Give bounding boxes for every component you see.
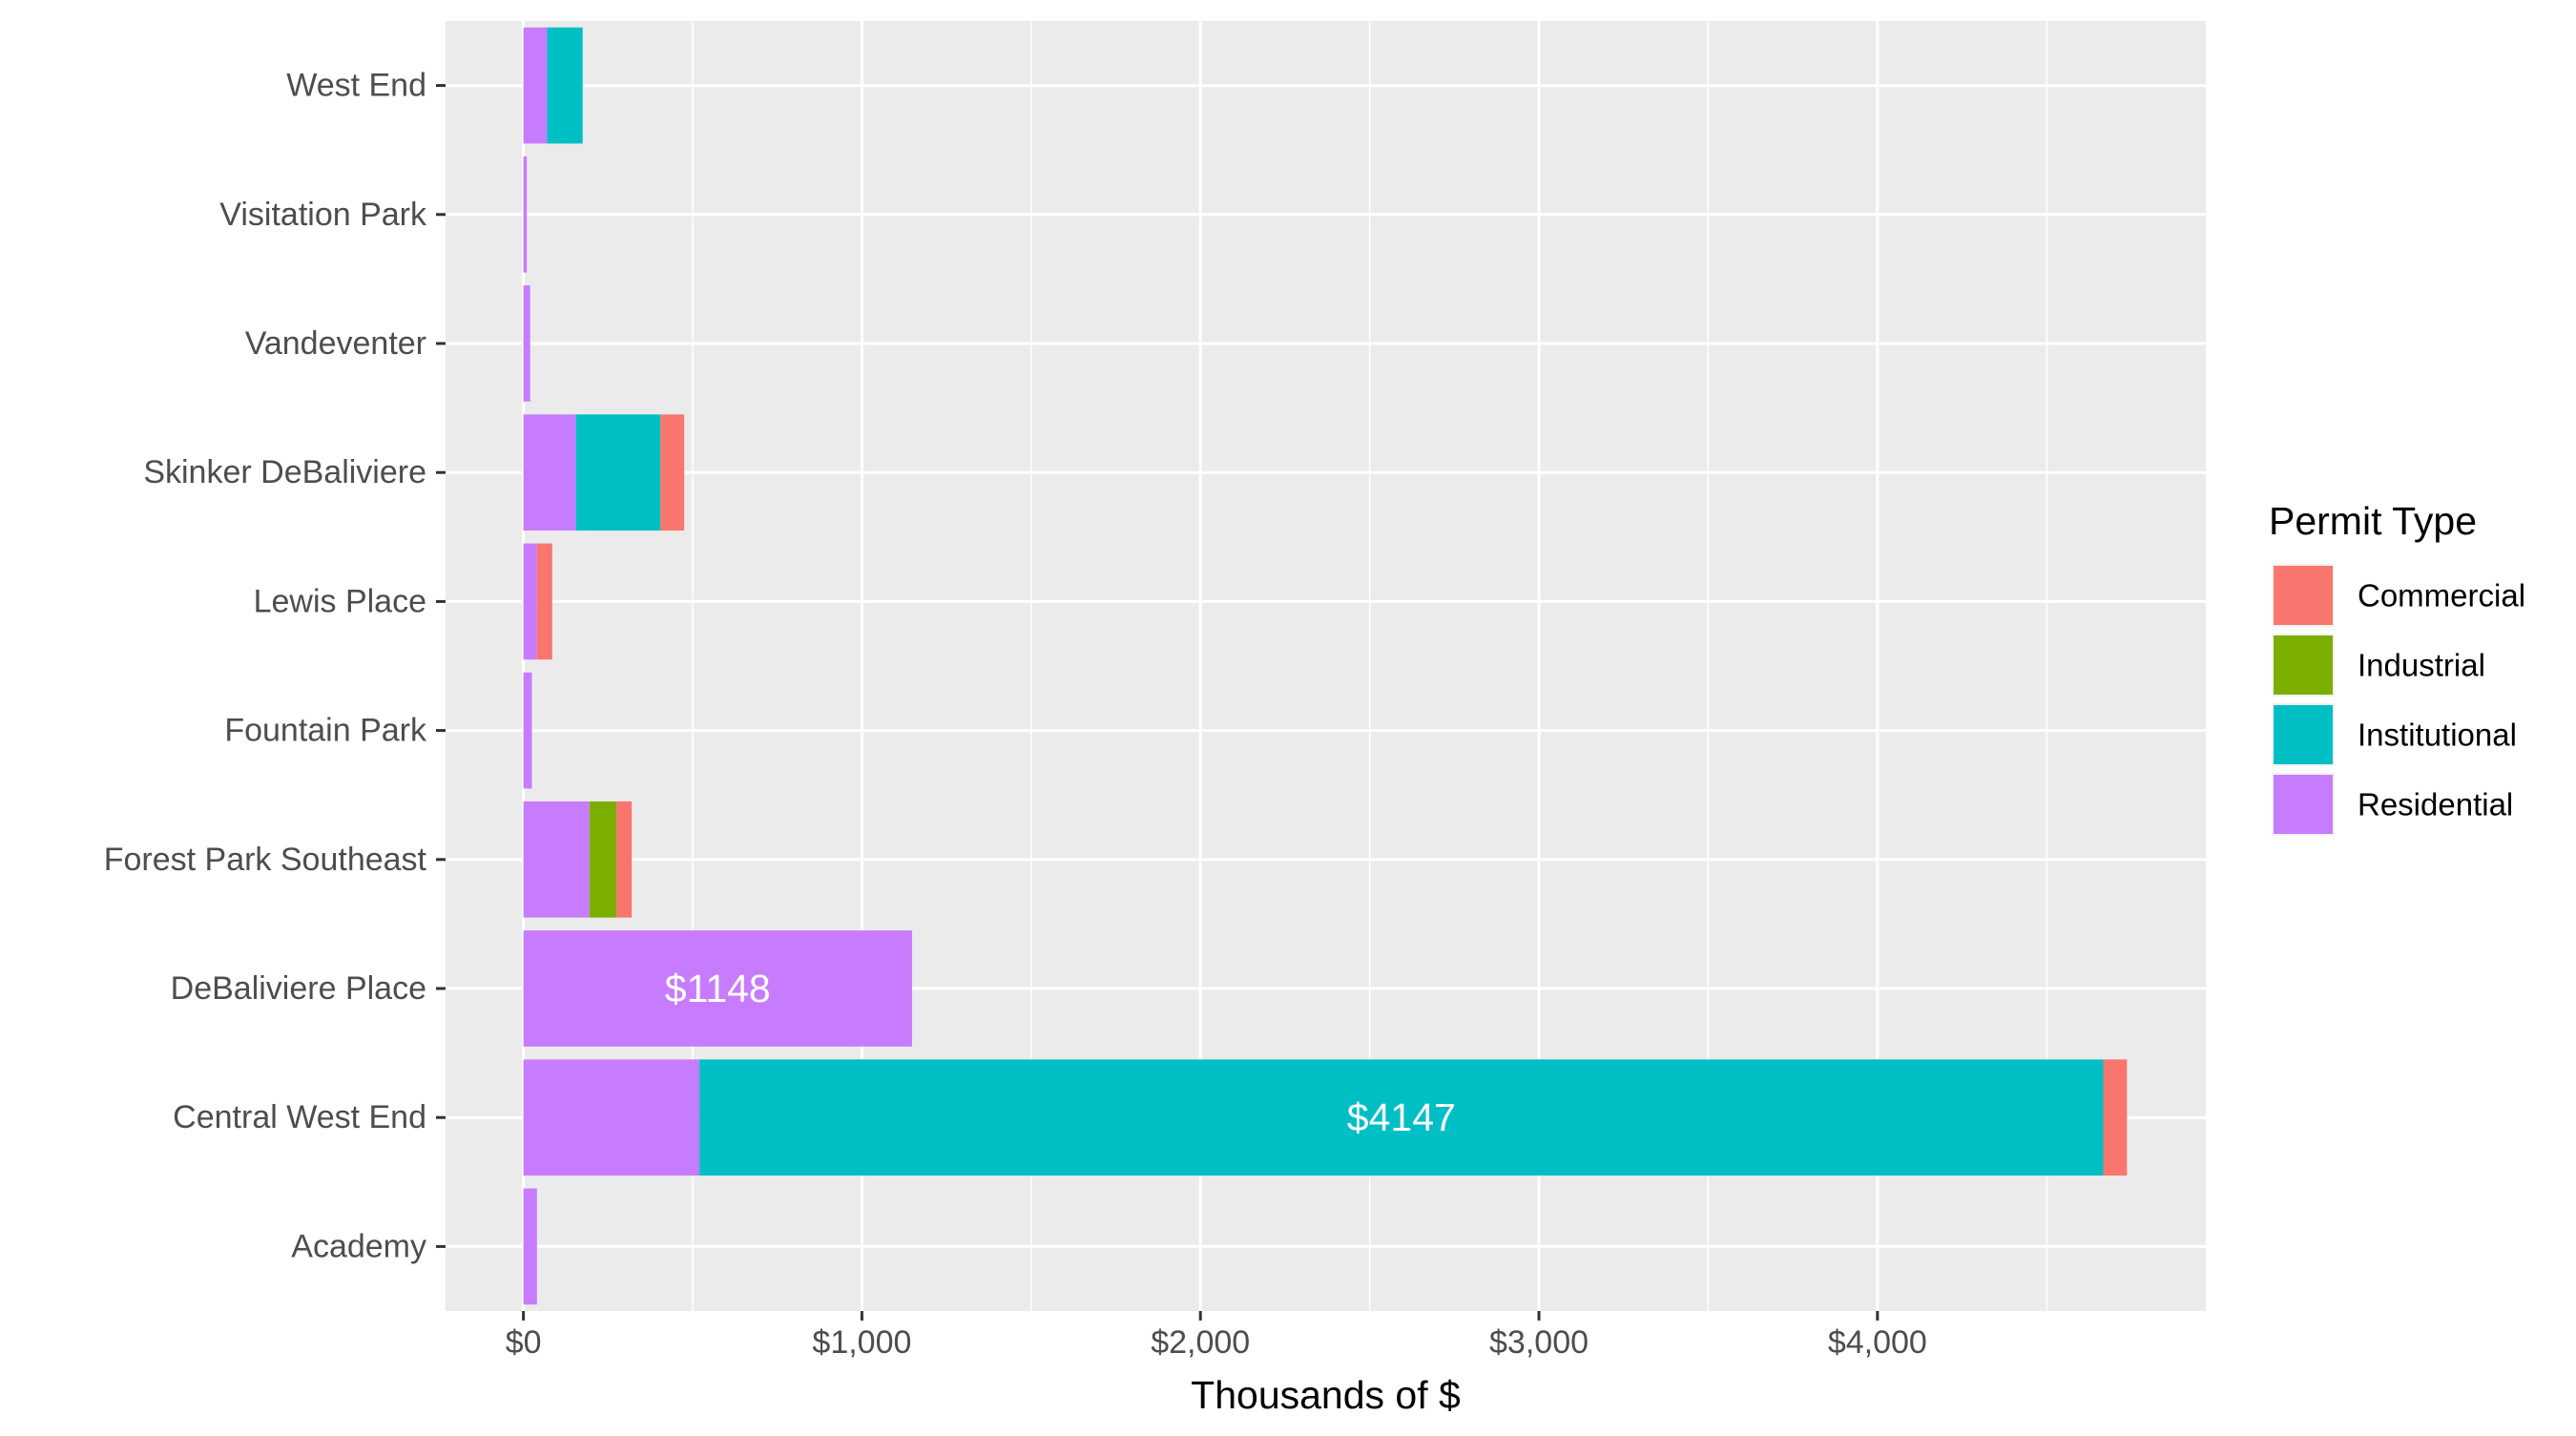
bar-vandeventer-residential [523, 285, 530, 402]
y-tick-label-forest-park-southeast: Forest Park Southeast [104, 842, 427, 878]
bar-west-end-residential [523, 27, 548, 144]
x-tick-label: $0 [506, 1324, 542, 1361]
x-tick-label: $2,000 [1151, 1324, 1250, 1361]
bar-skinker-debaliviere-institutional [575, 414, 661, 531]
y-tick-label-vandeventer: Vandeventer [245, 325, 426, 362]
y-tick-label-academy: Academy [291, 1228, 426, 1264]
bar-lewis-place-commercial [536, 543, 552, 660]
bar-academy-residential [523, 1188, 537, 1305]
bar-central-west-end-institutional [699, 1059, 2104, 1176]
bar-west-end-institutional [547, 27, 583, 144]
x-axis: $0 $1,000 $2,000 $3,000 $4,000 [506, 1311, 1927, 1361]
legend-swatch-industrial [2274, 635, 2333, 695]
bar-label-debaliviere-place: $1148 [665, 967, 771, 1010]
x-axis-title: Thousands of $ [1191, 1373, 1461, 1417]
legend-label-commercial: Commercial [2358, 578, 2525, 614]
y-tick-label-west-end: West End [286, 68, 426, 104]
bar-lewis-place-residential [523, 543, 537, 660]
bar-visitation-park-residential [523, 156, 528, 273]
legend-swatch-residential [2274, 775, 2333, 834]
bar-forest-park-southeast-industrial [589, 801, 617, 918]
legend: Permit Type Commercial Industrial Institut… [2269, 499, 2525, 836]
bars [523, 27, 2128, 1305]
y-tick-label-central-west-end: Central West End [173, 1099, 426, 1135]
bar-forest-park-southeast-residential [523, 801, 590, 918]
y-axis: West End Visitation Park Vandeventer Skinke… [104, 68, 446, 1264]
x-tick-label: $3,000 [1489, 1324, 1589, 1361]
legend-label-institutional: Institutional [2358, 718, 2517, 753]
y-tick-label-skinker-debaliviere: Skinker DeBaliviere [143, 454, 426, 490]
x-tick-label: $4,000 [1828, 1324, 1927, 1361]
legend-swatch-institutional [2274, 705, 2333, 764]
legend-swatch-commercial [2274, 566, 2333, 625]
bar-label-central-west-end: $4147 [1347, 1095, 1456, 1139]
bar-fountain-park-residential [523, 672, 532, 789]
bar-central-west-end-residential [523, 1059, 700, 1176]
y-tick-label-lewis-place: Lewis Place [254, 583, 426, 619]
y-tick-label-visitation-park: Visitation Park [219, 197, 427, 233]
y-tick-label-fountain-park: Fountain Park [224, 713, 427, 749]
bar-central-west-end-commercial [2103, 1059, 2128, 1176]
legend-label-industrial: Industrial [2358, 648, 2485, 683]
bar-forest-park-southeast-commercial [616, 801, 633, 918]
bar-debaliviere-place-residential [523, 930, 912, 1047]
legend-title: Permit Type [2269, 499, 2477, 543]
x-tick-label: $1,000 [812, 1324, 911, 1361]
bar-skinker-debaliviere-commercial [660, 414, 685, 531]
bar-labels: $1148 $4147 [665, 967, 1456, 1139]
y-tick-label-debaliviere-place: DeBaliviere Place [171, 970, 426, 1007]
legend-label-residential: Residential [2358, 787, 2513, 822]
bar-skinker-debaliviere-residential [523, 414, 576, 531]
